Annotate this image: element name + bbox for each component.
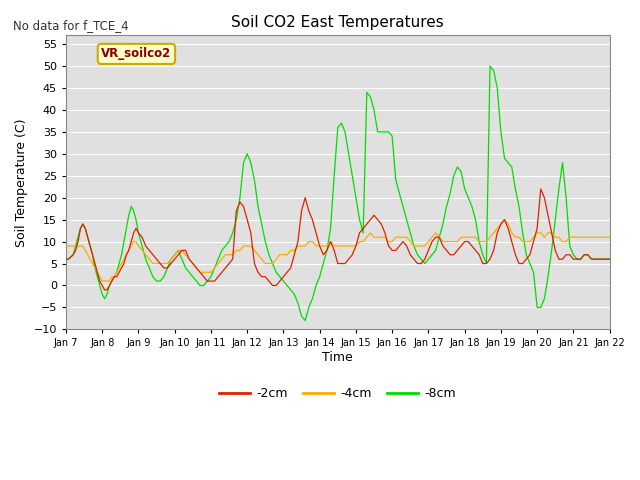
Legend: -2cm, -4cm, -8cm: -2cm, -4cm, -8cm	[214, 383, 461, 406]
Text: No data for f_TCE_4: No data for f_TCE_4	[13, 19, 129, 32]
Y-axis label: Soil Temperature (C): Soil Temperature (C)	[15, 118, 28, 247]
X-axis label: Time: Time	[323, 351, 353, 364]
Text: VR_soilco2: VR_soilco2	[101, 48, 172, 60]
Title: Soil CO2 East Temperatures: Soil CO2 East Temperatures	[232, 15, 444, 30]
